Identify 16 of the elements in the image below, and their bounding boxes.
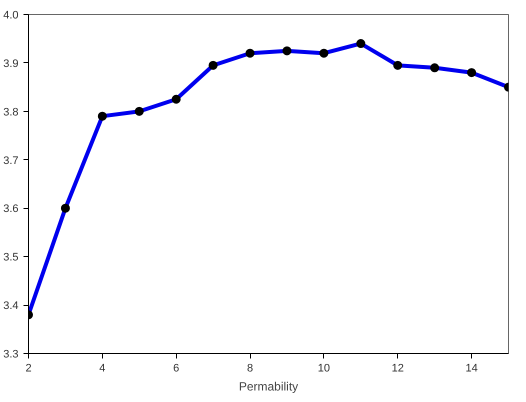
y-tick-label: 3.9 (3, 58, 19, 70)
y-tick-label: 3.6 (3, 203, 19, 216)
x-tick-label: 6 (173, 362, 180, 374)
x-tick-label: 8 (246, 362, 254, 374)
y-tick-label: 3.3 (3, 348, 19, 360)
x-tick-label: 4 (99, 362, 106, 374)
x-tick-label: 14 (465, 362, 478, 374)
x-axis-title: Permability (238, 380, 298, 394)
y-tick-label: 3.4 (3, 300, 19, 312)
y-tick-label: 3.7 (3, 154, 19, 167)
x-tick-label: 12 (392, 362, 404, 374)
x-tick-label: 10 (318, 362, 330, 374)
y-tick-label: 3.5 (3, 252, 19, 264)
y-tick-label: 4.0 (3, 10, 19, 22)
y-tick-label: 3.8 (3, 106, 19, 118)
x-tick-label: 2 (25, 362, 32, 374)
